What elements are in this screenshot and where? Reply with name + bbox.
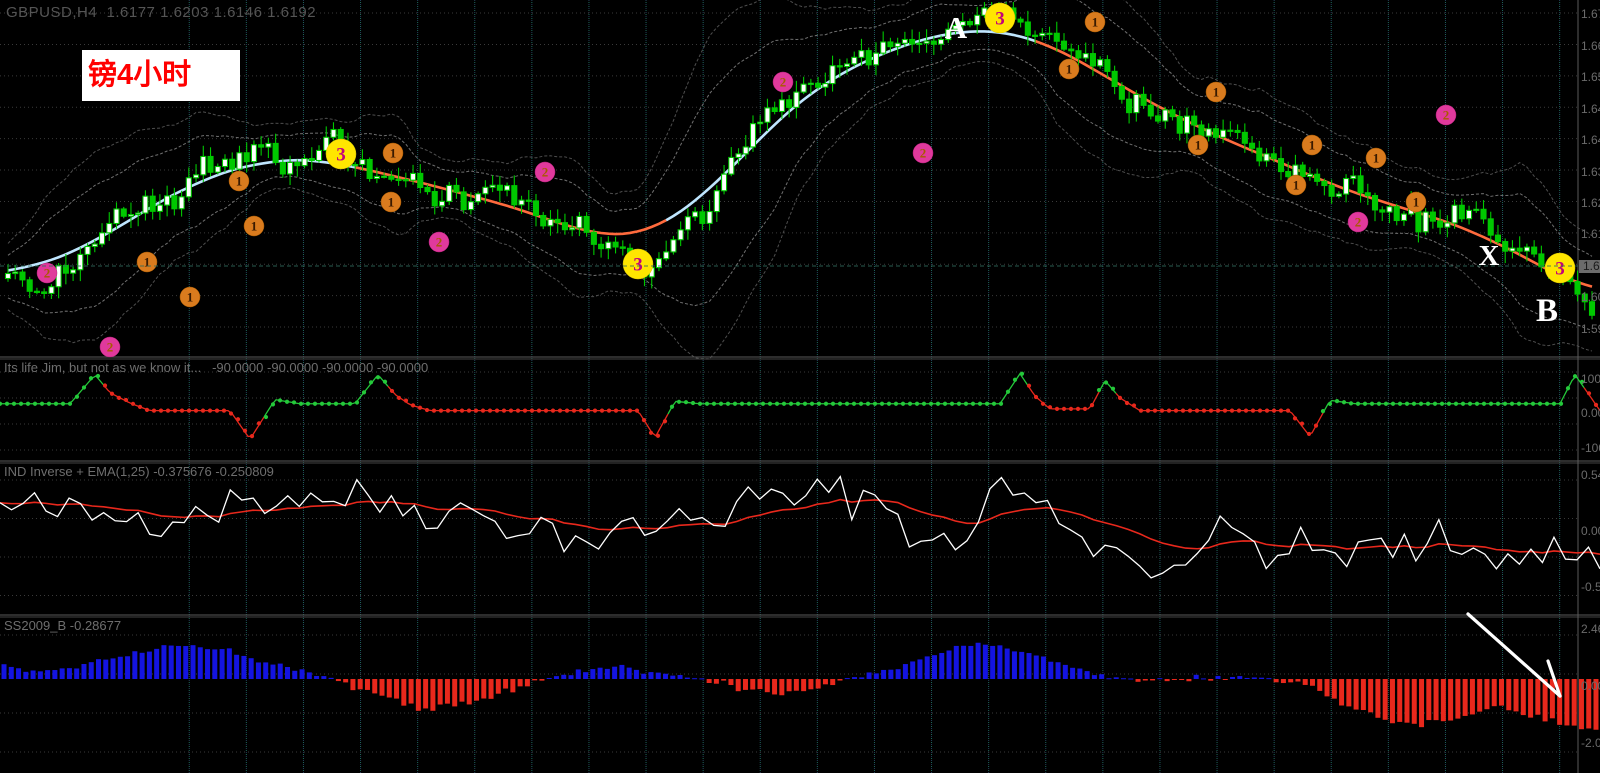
svg-text:1: 1 <box>1195 138 1202 153</box>
svg-text:1: 1 <box>1213 85 1220 100</box>
svg-text:2: 2 <box>436 235 443 250</box>
svg-text:1: 1 <box>1309 138 1316 153</box>
svg-text:B: B <box>1536 293 1558 329</box>
svg-text:A: A <box>945 10 968 45</box>
svg-text:2: 2 <box>1443 108 1450 123</box>
svg-text:1: 1 <box>236 174 243 189</box>
svg-text:1: 1 <box>144 255 151 270</box>
svg-text:1: 1 <box>388 195 395 210</box>
svg-text:X: X <box>1479 240 1500 272</box>
svg-text:2: 2 <box>920 146 927 161</box>
svg-text:1: 1 <box>1293 178 1300 193</box>
svg-text:2: 2 <box>542 165 549 180</box>
svg-text:3: 3 <box>633 255 643 276</box>
svg-text:1: 1 <box>1373 151 1380 166</box>
svg-text:1: 1 <box>1092 15 1099 30</box>
svg-text:3: 3 <box>1555 259 1565 280</box>
svg-text:2: 2 <box>1355 215 1362 230</box>
svg-text:1: 1 <box>187 290 194 305</box>
svg-text:2: 2 <box>107 340 114 355</box>
svg-text:1: 1 <box>1413 195 1420 210</box>
svg-text:2: 2 <box>44 266 51 281</box>
svg-text:1: 1 <box>251 219 258 234</box>
svg-text:3: 3 <box>995 9 1005 30</box>
svg-text:1: 1 <box>390 146 397 161</box>
svg-text:3: 3 <box>336 145 346 166</box>
svg-text:1: 1 <box>1066 62 1073 77</box>
svg-text:2: 2 <box>780 75 787 90</box>
